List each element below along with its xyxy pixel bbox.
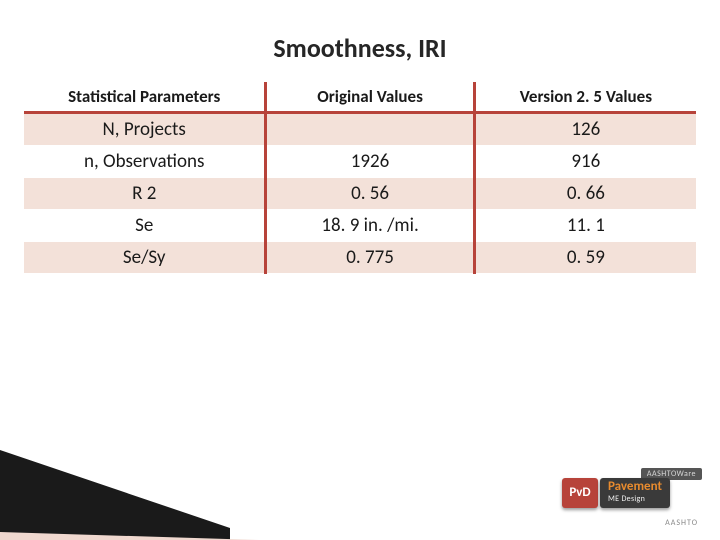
cell-param: R 2 [24,178,266,210]
col-header-param: Statistical Parameters [24,82,266,113]
cell-v25: 126 [474,113,696,146]
logo-line2: ME Design [608,494,662,504]
cell-param: Se [24,210,266,242]
cell-v25: 0. 66 [474,178,696,210]
table-row: R 2 0. 56 0. 66 [24,178,696,210]
cell-orig: 0. 775 [266,242,474,274]
cell-param: Se/Sy [24,242,266,274]
page-title: Smoothness, IRI [0,0,720,82]
cell-orig: 1926 [266,146,474,178]
table-row: Se/Sy 0. 775 0. 59 [24,242,696,274]
cell-v25: 916 [474,146,696,178]
footer-logo: AASHTOWare PvD Pavement ME Design AASHTO [562,468,702,528]
cell-orig [266,113,474,146]
table-row: n, Observations 1926 916 [24,146,696,178]
slide-accent [0,420,350,540]
cell-param: n, Observations [24,146,266,178]
logo-pavement-block: Pavement ME Design [600,478,670,508]
table-container: Statistical Parameters Original Values V… [0,82,720,274]
cell-v25: 11. 1 [474,210,696,242]
logo-line1: Pavement [608,480,662,494]
logo-pvd-badge: PvD [562,478,598,508]
table-row: Se 18. 9 in. /mi. 11. 1 [24,210,696,242]
cell-orig: 0. 56 [266,178,474,210]
table-row: N, Projects 126 [24,113,696,146]
cell-param: N, Projects [24,113,266,146]
cell-v25: 0. 59 [474,242,696,274]
stats-table: Statistical Parameters Original Values V… [24,82,696,274]
cell-orig: 18. 9 in. /mi. [266,210,474,242]
col-header-v25: Version 2. 5 Values [474,82,696,113]
logo-aashto-label: AASHTO [665,518,698,528]
table-header-row: Statistical Parameters Original Values V… [24,82,696,113]
col-header-orig: Original Values [266,82,474,113]
accent-shadow [0,450,230,540]
